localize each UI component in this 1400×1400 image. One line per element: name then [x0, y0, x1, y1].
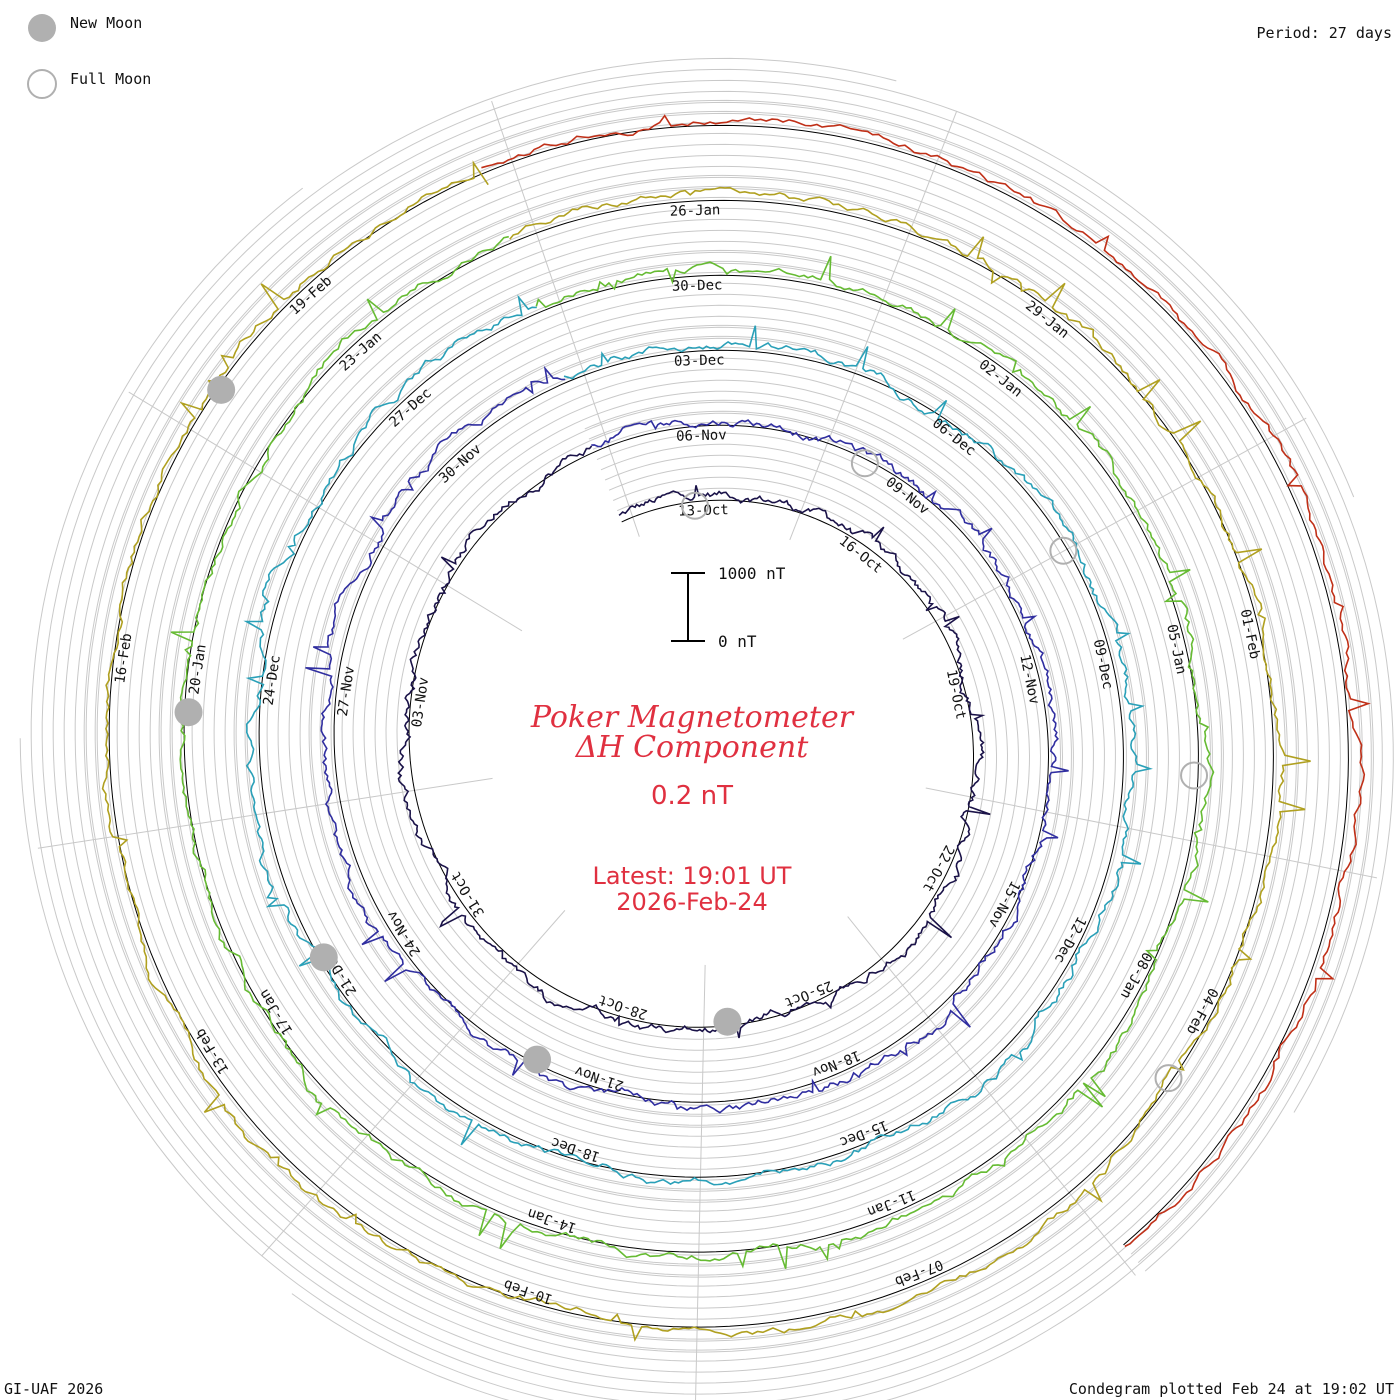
full-moon-marker: [680, 491, 709, 520]
date-label: 25-Oct: [782, 977, 835, 1010]
series-trace-3: [170, 235, 1215, 1269]
grid-ring: [63, 79, 1394, 1373]
date-label: 27-Dec: [386, 385, 434, 431]
grid-spokes: [37, 100, 1377, 1400]
grid-spoke: [789, 111, 958, 541]
grid-spoke: [902, 417, 1307, 640]
date-label: 02-Jan: [976, 357, 1026, 401]
date-label: 19-Feb: [287, 273, 335, 319]
date-label: 16-Feb: [112, 632, 135, 684]
date-label: 23-Jan: [337, 329, 385, 375]
grid-spoke: [491, 100, 640, 537]
date-label: 27-Nov: [335, 665, 358, 717]
grid-ring: [52, 68, 1355, 1384]
scale-bar: 1000 nT 0 nT: [671, 564, 786, 651]
date-label: 18-Nov: [810, 1047, 863, 1080]
date-label: 19-Oct: [943, 668, 969, 721]
grid-spoke: [847, 916, 1136, 1276]
date-label: 24-Dec: [261, 654, 284, 706]
grid-spoke: [37, 777, 493, 849]
date-label: 29-Jan: [1022, 298, 1072, 342]
full-moon-marker: [850, 449, 879, 478]
grid-ring: [74, 90, 1383, 1362]
grid-spoke: [925, 787, 1377, 879]
series-trace-5: [481, 114, 1371, 1248]
baseline-rings: [108, 124, 1349, 1328]
grid-ring: [41, 57, 1341, 1395]
date-label: 06-Dec: [929, 415, 979, 459]
moon-markers: [174, 375, 1209, 1093]
full-moon-icon: [27, 69, 57, 99]
series-trace-1: [305, 365, 1069, 1114]
date-label: 06-Nov: [676, 427, 727, 444]
series-trace-0: [397, 445, 991, 1039]
chart-title: Poker Magnetometer: [530, 700, 855, 735]
date-label: 30-Nov: [436, 441, 484, 487]
legend-new-moon-label: New Moon: [70, 14, 143, 32]
grid-spoke: [695, 964, 706, 1400]
grid-ring: [19, 110, 1363, 1400]
full-moon-marker: [1049, 536, 1078, 565]
grid-rings: [19, 57, 1394, 1400]
chart-subtitle: ΔH Component: [575, 730, 809, 765]
new-moon-marker: [713, 1007, 742, 1036]
new-moon-marker: [523, 1045, 552, 1074]
latest-date-label: 2026-Feb-24: [616, 888, 767, 916]
date-label: 30-Dec: [672, 277, 723, 294]
legend-full-moon-label: Full Moon: [70, 70, 152, 88]
date-label: 07-Feb: [892, 1256, 945, 1289]
resolution-label: 0.2 nT: [651, 781, 733, 811]
credit-label: GI-UAF 2026: [4, 1380, 104, 1398]
new-moon-marker: [174, 698, 203, 727]
full-moon-marker: [1154, 1064, 1183, 1093]
grid-ring: [96, 112, 1361, 1340]
baseline-spiral: [108, 124, 1349, 1328]
date-label: 11-Jan: [865, 1186, 918, 1219]
period-label: Period: 27 days: [1256, 24, 1392, 42]
scale-bottom-label: 0 nT: [718, 632, 757, 651]
grid-spoke: [128, 391, 523, 632]
date-label: 26-Jan: [670, 202, 721, 219]
scale-top-label: 1000 nT: [718, 564, 786, 583]
grid-ring: [85, 101, 1372, 1351]
data-traces: [101, 114, 1371, 1342]
date-label: 13-Oct: [678, 502, 729, 519]
series-trace-2: [243, 294, 1153, 1186]
full-moon-marker: [1180, 761, 1209, 790]
plotted-timestamp: Condegram plotted Feb 24 at 19:02 UT: [1068, 1380, 1394, 1398]
date-label: 03-Nov: [409, 676, 432, 728]
series-trace-4: [101, 160, 1311, 1342]
date-label: 22-Oct: [919, 842, 957, 894]
new-moon-marker: [207, 375, 236, 404]
date-label: 15-Dec: [837, 1116, 890, 1149]
date-label: 03-Dec: [674, 352, 725, 369]
date-label: 20-Jan: [186, 643, 209, 695]
latest-time-label: Latest: 19:01 UT: [593, 862, 792, 890]
grid-ring: [83, 99, 1374, 1400]
new-moon-icon: [28, 14, 56, 42]
new-moon-marker: [309, 943, 338, 972]
